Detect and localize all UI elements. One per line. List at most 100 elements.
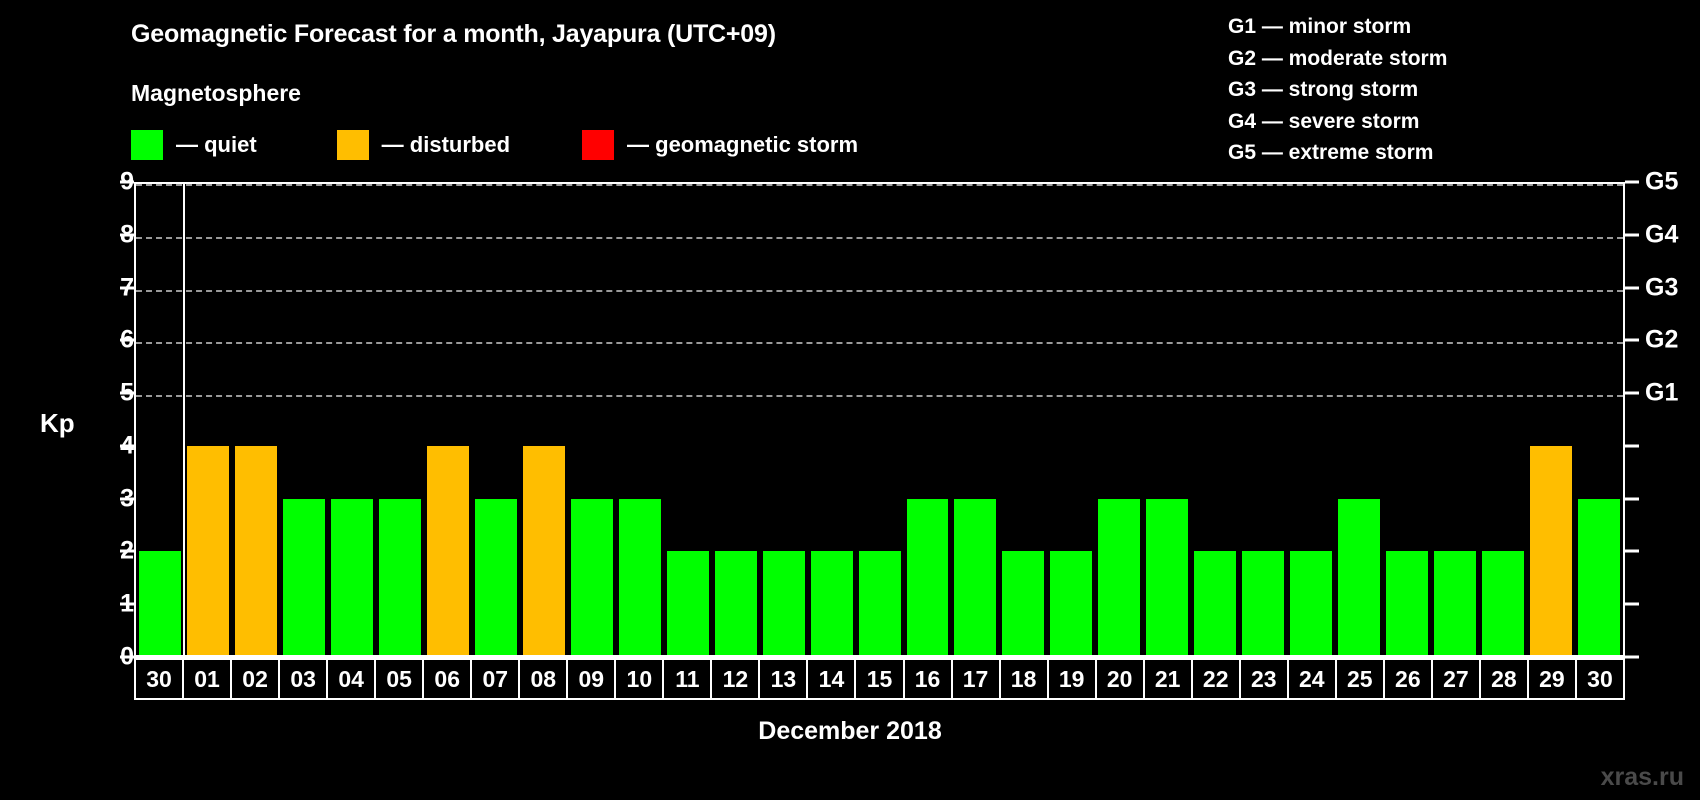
bar-day-17[interactable] bbox=[954, 498, 997, 657]
bar-cell[interactable] bbox=[1431, 184, 1479, 657]
bar-day-23[interactable] bbox=[1242, 551, 1285, 657]
day-label-01[interactable]: 01 bbox=[183, 658, 232, 700]
day-label-28[interactable]: 28 bbox=[1479, 658, 1528, 700]
day-label-17[interactable]: 17 bbox=[951, 658, 1000, 700]
bar-day-25[interactable] bbox=[1338, 498, 1381, 657]
bar-cell[interactable] bbox=[1575, 184, 1623, 657]
right-axis-minor-tick-0 bbox=[1625, 655, 1639, 659]
day-label-text: 17 bbox=[962, 665, 989, 692]
bar-day-24[interactable] bbox=[1290, 551, 1333, 657]
bar-day-22[interactable] bbox=[1194, 551, 1237, 657]
day-label-16[interactable]: 16 bbox=[903, 658, 952, 700]
bar-cell[interactable] bbox=[1383, 184, 1431, 657]
day-label-27[interactable]: 27 bbox=[1431, 658, 1480, 700]
day-label-12[interactable]: 12 bbox=[711, 658, 760, 700]
bar-cell[interactable] bbox=[1143, 184, 1191, 657]
day-label-14[interactable]: 14 bbox=[807, 658, 856, 700]
bar-cell[interactable] bbox=[1287, 184, 1335, 657]
bar-cell[interactable] bbox=[664, 184, 712, 657]
day-label-09[interactable]: 09 bbox=[567, 658, 616, 700]
day-label-06[interactable]: 06 bbox=[423, 658, 472, 700]
day-label-03[interactable]: 03 bbox=[279, 658, 328, 700]
bar-cell[interactable] bbox=[760, 184, 808, 657]
day-label-23[interactable]: 23 bbox=[1239, 658, 1288, 700]
bar-cell[interactable] bbox=[1191, 184, 1239, 657]
bar-day-30[interactable] bbox=[1578, 498, 1621, 657]
bar-day-08[interactable] bbox=[522, 445, 565, 657]
bar-cell[interactable] bbox=[904, 184, 952, 657]
bar-cell[interactable] bbox=[712, 184, 760, 657]
bar-day-27[interactable] bbox=[1434, 551, 1477, 657]
bar-cell[interactable] bbox=[184, 184, 232, 657]
bar-cell[interactable] bbox=[280, 184, 328, 657]
bar-day-07[interactable] bbox=[474, 498, 517, 657]
bar-day-20[interactable] bbox=[1098, 498, 1141, 657]
bar-day-16[interactable] bbox=[906, 498, 949, 657]
bar-day-26[interactable] bbox=[1386, 551, 1429, 657]
bar-day-15[interactable] bbox=[858, 551, 901, 657]
day-label-13[interactable]: 13 bbox=[759, 658, 808, 700]
day-label-26[interactable]: 26 bbox=[1383, 658, 1432, 700]
bar-cell[interactable] bbox=[808, 184, 856, 657]
bar-day-09[interactable] bbox=[570, 498, 613, 657]
day-label-19[interactable]: 19 bbox=[1047, 658, 1096, 700]
bar-cell[interactable] bbox=[951, 184, 999, 657]
bar-cell[interactable] bbox=[856, 184, 904, 657]
day-label-07[interactable]: 07 bbox=[471, 658, 520, 700]
bar-cell[interactable] bbox=[328, 184, 376, 657]
bar-day-30[interactable] bbox=[139, 551, 181, 657]
bar-cell[interactable] bbox=[999, 184, 1047, 657]
bar-day-11[interactable] bbox=[666, 551, 709, 657]
day-label-10[interactable]: 10 bbox=[615, 658, 664, 700]
x-axis-caption: December 2018 bbox=[758, 717, 942, 745]
bar-cell[interactable] bbox=[1527, 184, 1575, 657]
day-label-21[interactable]: 21 bbox=[1143, 658, 1192, 700]
bar-day-05[interactable] bbox=[378, 498, 421, 657]
day-label-08[interactable]: 08 bbox=[519, 658, 568, 700]
day-label-20[interactable]: 20 bbox=[1095, 658, 1144, 700]
bar-cell[interactable] bbox=[1047, 184, 1095, 657]
day-label-29[interactable]: 29 bbox=[1527, 658, 1576, 700]
bar-cell[interactable] bbox=[472, 184, 520, 657]
day-label-text: 09 bbox=[578, 665, 605, 692]
day-label-15[interactable]: 15 bbox=[855, 658, 904, 700]
bar-cell[interactable] bbox=[232, 184, 280, 657]
bar-cell[interactable] bbox=[424, 184, 472, 657]
day-label-22[interactable]: 22 bbox=[1191, 658, 1240, 700]
bar-cell[interactable] bbox=[1479, 184, 1527, 657]
bar-day-06[interactable] bbox=[426, 445, 469, 657]
day-label-04[interactable]: 04 bbox=[327, 658, 376, 700]
bar-day-02[interactable] bbox=[234, 445, 277, 657]
day-label-02[interactable]: 02 bbox=[231, 658, 280, 700]
bar-day-29[interactable] bbox=[1530, 445, 1573, 657]
storm-scale-g1: G1 — minor storm bbox=[1228, 15, 1412, 38]
day-label-30[interactable]: 30 bbox=[1575, 658, 1625, 700]
bar-day-01[interactable] bbox=[186, 445, 229, 657]
day-label-30[interactable]: 30 bbox=[134, 658, 184, 700]
bar-day-21[interactable] bbox=[1146, 498, 1189, 657]
bar-day-04[interactable] bbox=[330, 498, 373, 657]
bar-day-03[interactable] bbox=[282, 498, 325, 657]
bar-day-13[interactable] bbox=[762, 551, 805, 657]
orange-square-swatch bbox=[336, 130, 369, 160]
day-label-05[interactable]: 05 bbox=[375, 658, 424, 700]
bar-day-18[interactable] bbox=[1002, 551, 1045, 657]
bar-day-14[interactable] bbox=[810, 551, 853, 657]
bar-cell[interactable] bbox=[568, 184, 616, 657]
bar-day-12[interactable] bbox=[714, 551, 757, 657]
bar-cell[interactable] bbox=[1335, 184, 1383, 657]
bar-day-10[interactable] bbox=[618, 498, 661, 657]
bar-cell[interactable] bbox=[520, 184, 568, 657]
day-label-24[interactable]: 24 bbox=[1287, 658, 1336, 700]
bar-cell[interactable] bbox=[136, 184, 184, 657]
bar-cell[interactable] bbox=[376, 184, 424, 657]
bar-cell[interactable] bbox=[1095, 184, 1143, 657]
day-label-11[interactable]: 11 bbox=[663, 658, 712, 700]
bar-cell[interactable] bbox=[1239, 184, 1287, 657]
bar-day-19[interactable] bbox=[1050, 551, 1093, 657]
day-label-18[interactable]: 18 bbox=[999, 658, 1048, 700]
bar-day-28[interactable] bbox=[1482, 551, 1525, 657]
day-label-25[interactable]: 25 bbox=[1335, 658, 1384, 700]
bar-cell[interactable] bbox=[616, 184, 664, 657]
